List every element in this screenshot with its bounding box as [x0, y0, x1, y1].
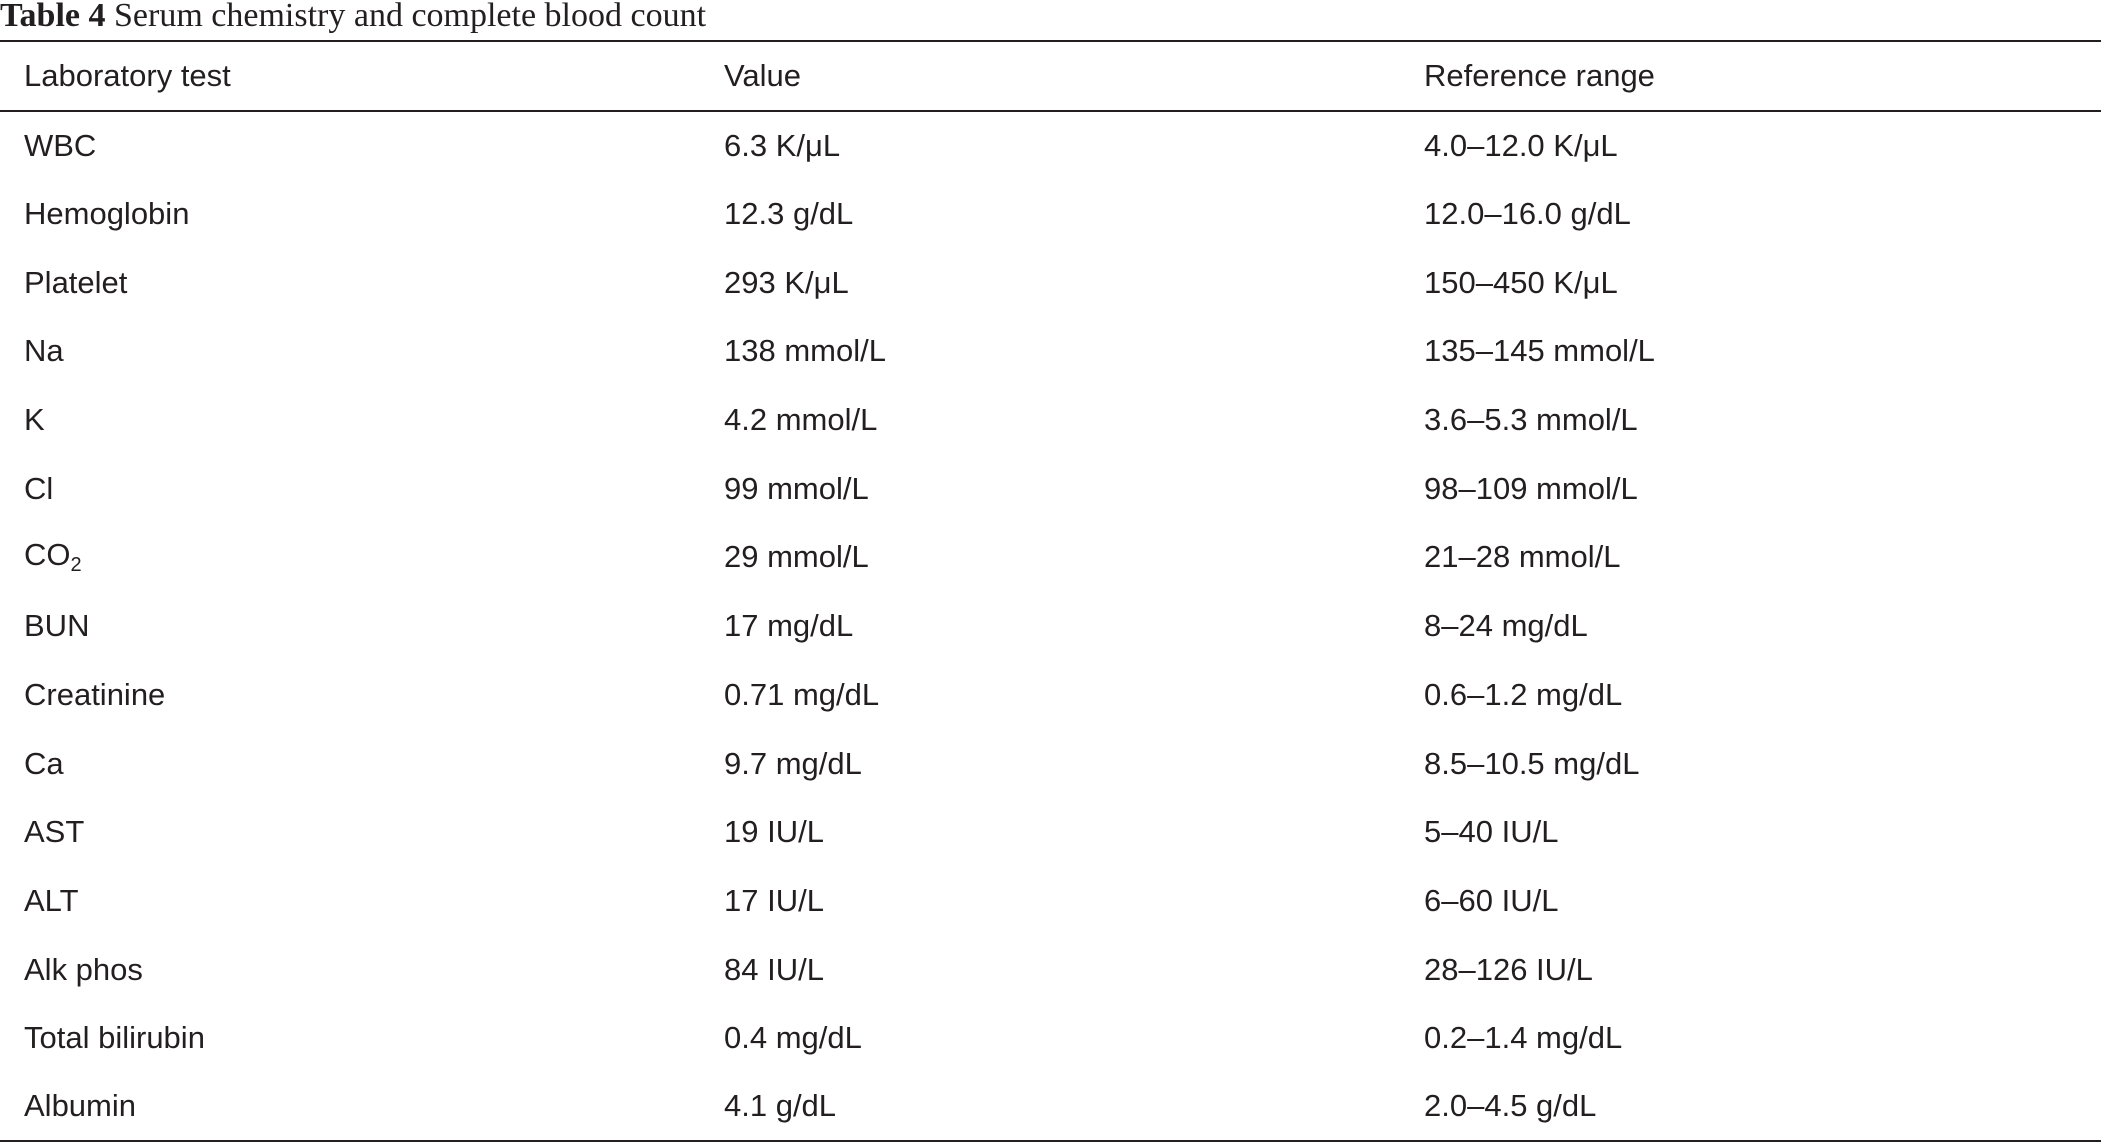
table-row: Creatinine 0.71 mg/dL 0.6–1.2 mg/dL — [0, 661, 2101, 730]
cell-reference-range: 0.6–1.2 mg/dL — [1424, 676, 1623, 712]
cell-reference-range: 0.2–1.4 mg/dL — [1424, 1020, 1623, 1056]
table-caption: Table 4 Serum chemistry and complete blo… — [0, 0, 706, 40]
cell-laboratory-test: Platelet — [0, 248, 700, 317]
cell-value: 12.3 g/dL — [724, 196, 854, 232]
table-row: CO2 29 mmol/L 21–28 mmol/L — [0, 523, 2101, 592]
cell-value: 4.2 mmol/L — [724, 402, 878, 438]
table-row: AST 19 IU/L 5–40 IU/L — [0, 798, 2101, 867]
test-name: BUN — [24, 608, 90, 644]
cell-value: 19 IU/L — [724, 814, 824, 850]
test-name: Cl — [24, 470, 54, 506]
cell-reference-range: 2.0–4.5 g/dL — [1400, 1072, 2101, 1143]
test-name: K — [24, 402, 45, 438]
cell-laboratory-test: AST — [0, 798, 700, 867]
test-name: Hemoglobin — [24, 196, 190, 232]
cell-value: 99 mmol/L — [724, 470, 869, 506]
header-laboratory-test: Laboratory test — [0, 40, 700, 112]
cell-laboratory-test: BUN — [0, 592, 700, 661]
table-row: Hemoglobin 12.3 g/dL 12.0–16.0 g/dL — [0, 180, 2101, 249]
table-row: WBC 6.3 K/μL 4.0–12.0 K/μL — [0, 111, 2101, 180]
cell-value: 9.7 mg/dL — [724, 745, 862, 781]
cell-laboratory-test: Na — [0, 317, 700, 386]
cell-value: 29 mmol/L — [724, 539, 869, 575]
table-row: BUN 17 mg/dL 8–24 mg/dL — [0, 592, 2101, 661]
cell-laboratory-test: ALT — [0, 867, 700, 936]
test-name: Total bilirubin — [24, 1020, 205, 1056]
test-name: ALT — [24, 882, 79, 918]
cell-reference-range: 98–109 mmol/L — [1424, 470, 1638, 506]
table-body: WBC 6.3 K/μL 4.0–12.0 K/μL Hemoglobin 12.3 g… — [0, 111, 2101, 1143]
table-row: Na 138 mmol/L 135–145 mmol/L — [0, 317, 2101, 386]
cell-reference-range: 6–60 IU/L — [1424, 882, 1559, 918]
test-name-subscript: 2 — [70, 554, 82, 577]
test-name: Ca — [24, 745, 64, 781]
cell-laboratory-test: Alk phos — [0, 935, 700, 1004]
cell-value: 138 mmol/L — [724, 333, 886, 369]
cell-laboratory-test: Albumin — [0, 1072, 700, 1143]
cell-reference-range: 3.6–5.3 mmol/L — [1424, 402, 1638, 438]
test-name: AST — [24, 814, 85, 850]
header-reference-range: Reference range — [1400, 40, 2101, 112]
cell-reference-range: 12.0–16.0 g/dL — [1424, 196, 1631, 232]
test-name: WBC — [24, 127, 97, 163]
table-row: Ca 9.7 mg/dL 8.5–10.5 mg/dL — [0, 729, 2101, 798]
table-row: K 4.2 mmol/L 3.6–5.3 mmol/L — [0, 386, 2101, 455]
cell-laboratory-test: K — [0, 386, 700, 455]
cell-value: 6.3 K/μL — [724, 127, 841, 163]
test-name: Na — [24, 333, 64, 369]
table-row: Cl 99 mmol/L 98–109 mmol/L — [0, 454, 2101, 523]
cell-reference-range: 4.0–12.0 K/μL — [1424, 127, 1618, 163]
cell-value: 17 IU/L — [724, 882, 824, 918]
test-name: Platelet — [24, 264, 128, 300]
cell-value: 293 K/μL — [724, 264, 849, 300]
cell-laboratory-test: Hemoglobin — [0, 180, 700, 249]
table-row: Albumin 4.1 g/dL 2.0–4.5 g/dL — [0, 1072, 2101, 1143]
header-value: Value — [700, 40, 1400, 112]
test-name: CO — [24, 537, 71, 573]
table-caption-label: Table 4 — [0, 0, 106, 34]
table-row: Total bilirubin 0.4 mg/dL 0.2–1.4 mg/dL — [0, 1004, 2101, 1073]
cell-reference-range: 5–40 IU/L — [1424, 814, 1559, 850]
cell-reference-range: 150–450 K/μL — [1424, 264, 1618, 300]
table-row: Platelet 293 K/μL 150–450 K/μL — [0, 248, 2101, 317]
test-name: Creatinine — [24, 676, 166, 712]
cell-laboratory-test: Cl — [0, 454, 700, 523]
cell-value: 4.1 g/dL — [700, 1072, 1400, 1143]
cell-reference-range: 21–28 mmol/L — [1424, 539, 1621, 575]
cell-laboratory-test: WBC — [0, 111, 700, 180]
cell-laboratory-test: Ca — [0, 729, 700, 798]
test-name: Albumin — [24, 1088, 136, 1124]
cell-laboratory-test: Total bilirubin — [0, 1004, 700, 1073]
cell-reference-range: 8.5–10.5 mg/dL — [1424, 745, 1640, 781]
table-row: ALT 17 IU/L 6–60 IU/L — [0, 867, 2101, 936]
cell-value: 84 IU/L — [724, 951, 824, 987]
cell-laboratory-test: CO2 — [0, 523, 700, 592]
table-header-row: Laboratory test Value Reference range — [0, 40, 2101, 112]
cell-reference-range: 28–126 IU/L — [1424, 951, 1593, 987]
cell-reference-range: 135–145 mmol/L — [1424, 333, 1655, 369]
test-name: Alk phos — [24, 951, 143, 987]
table-row: Alk phos 84 IU/L 28–126 IU/L — [0, 935, 2101, 1004]
cell-value: 17 mg/dL — [724, 608, 854, 644]
table-caption-text: Serum chemistry and complete blood count — [114, 0, 707, 34]
lab-results-table: Laboratory test Value Reference range WB… — [0, 40, 2101, 1143]
cell-reference-range: 8–24 mg/dL — [1424, 608, 1588, 644]
cell-value: 0.4 mg/dL — [724, 1020, 862, 1056]
cell-laboratory-test: Creatinine — [0, 661, 700, 730]
cell-value: 0.71 mg/dL — [724, 676, 880, 712]
